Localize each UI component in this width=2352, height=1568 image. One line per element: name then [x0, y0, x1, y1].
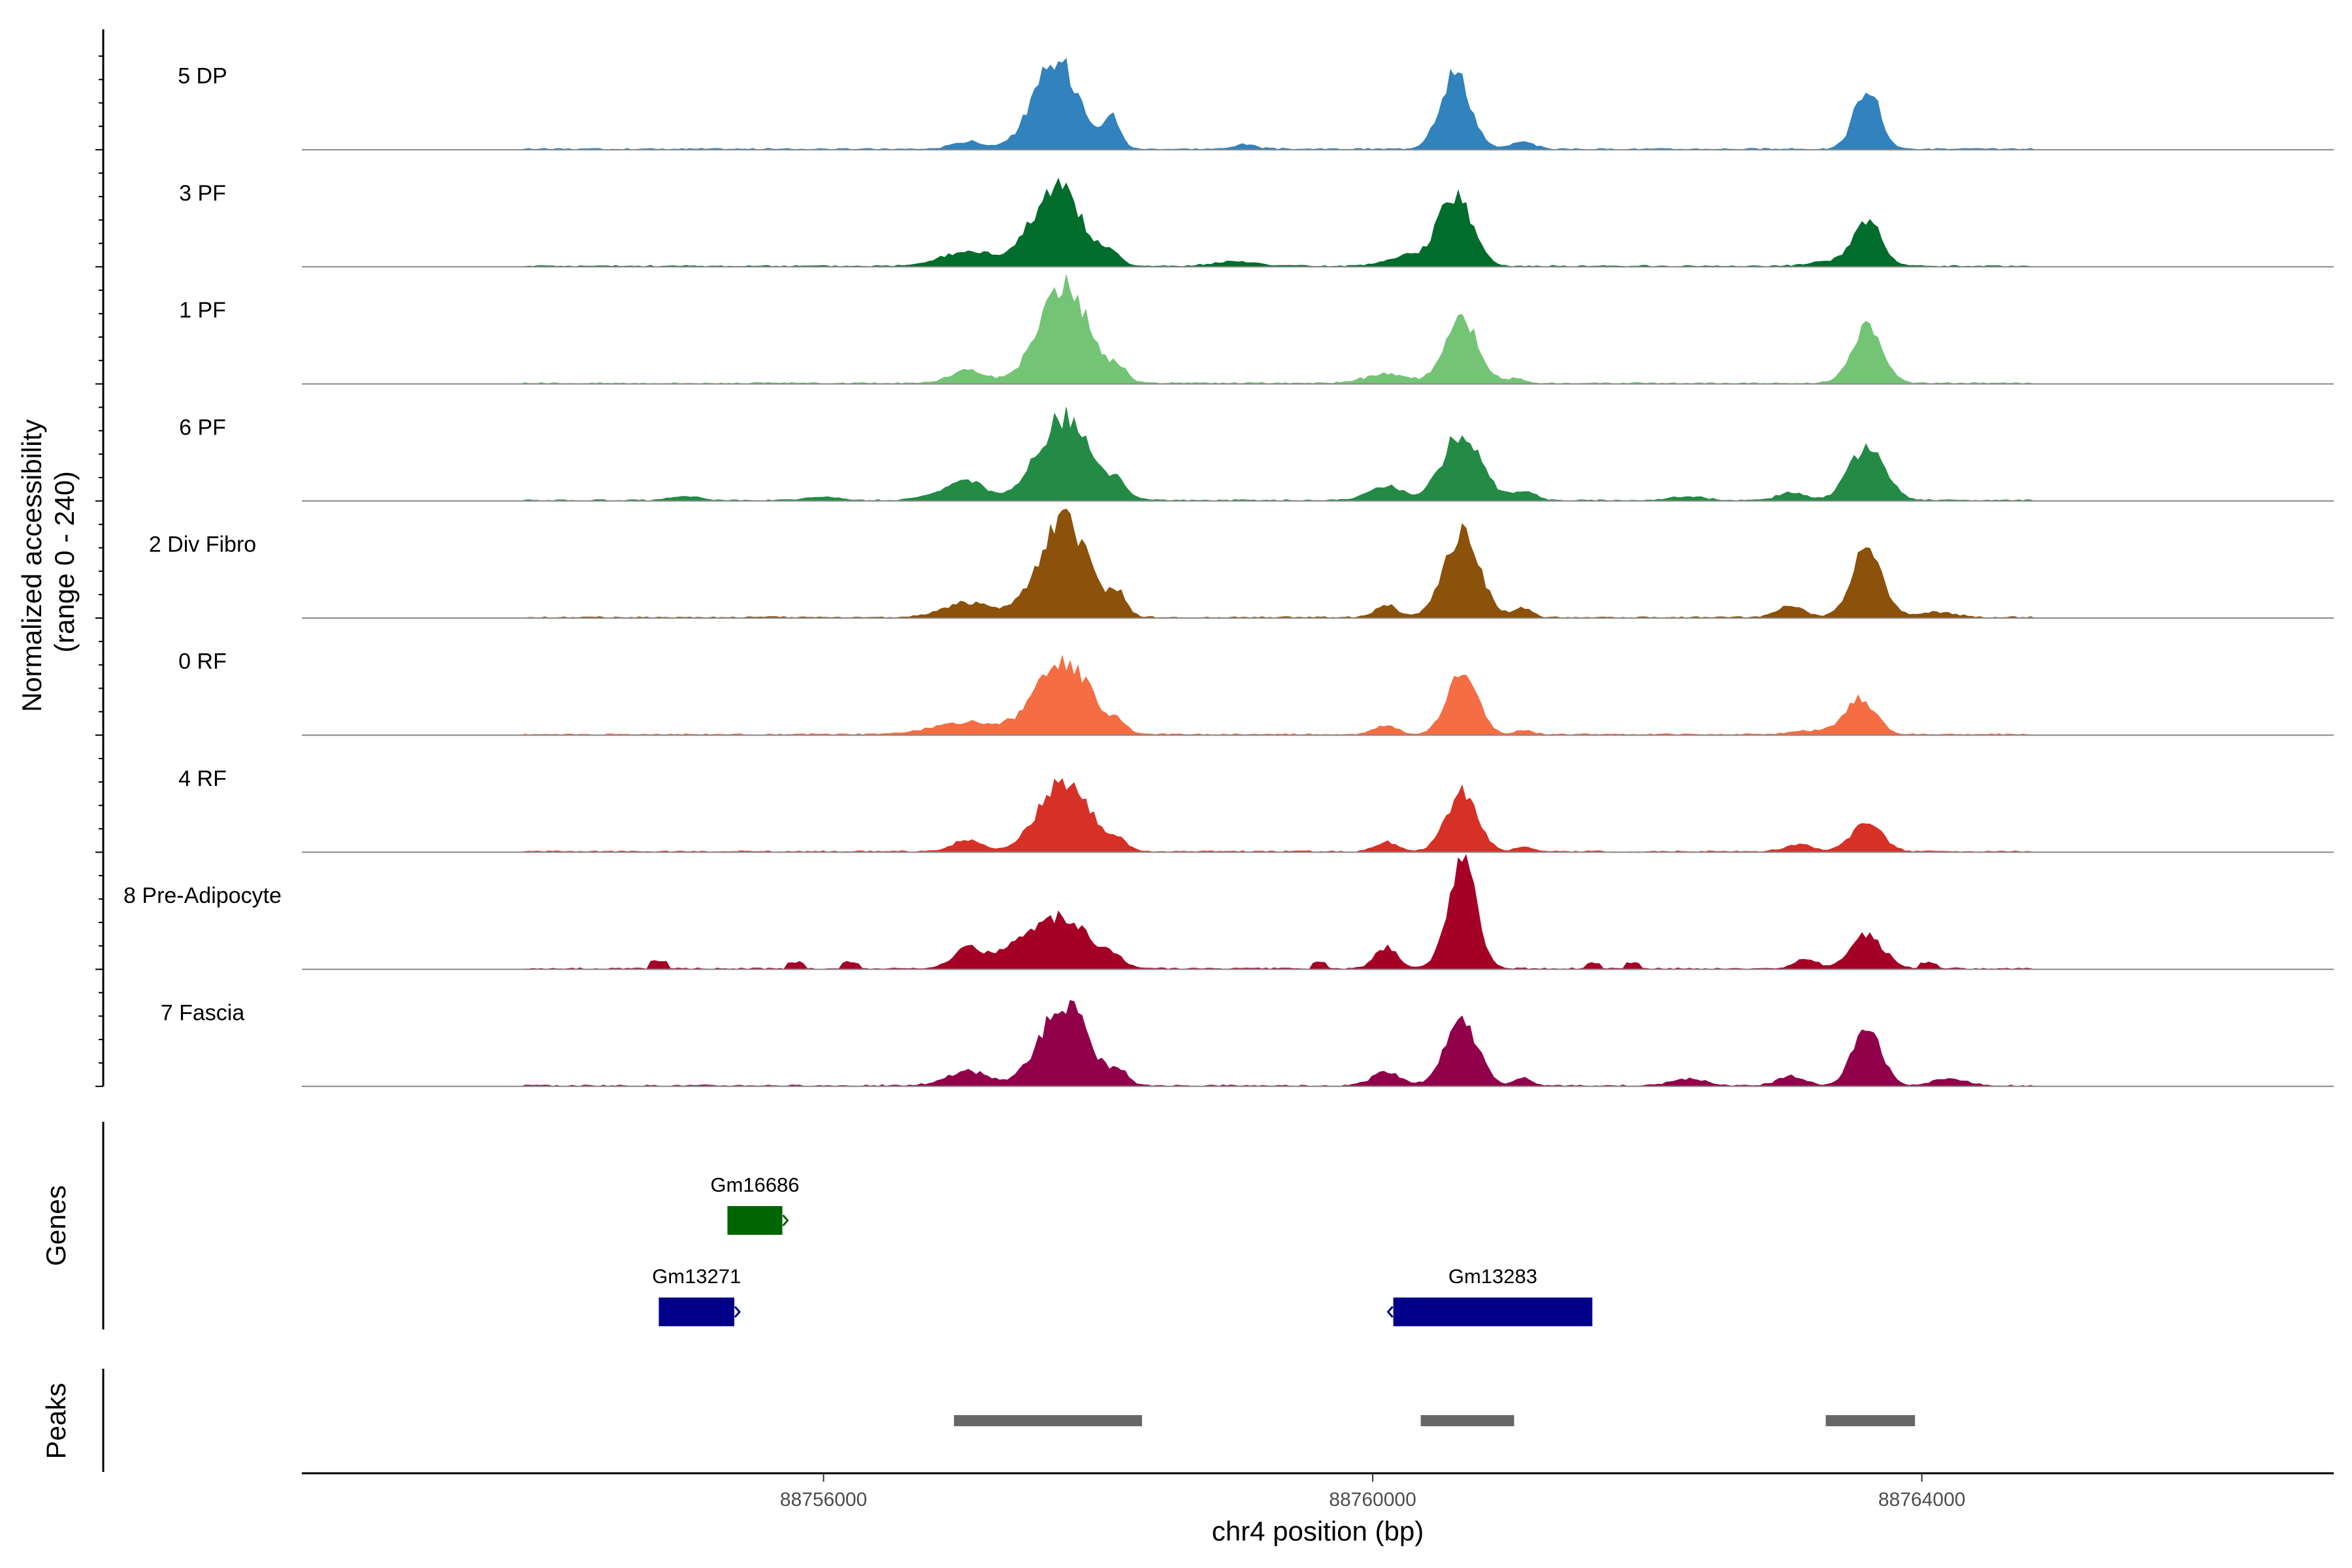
gene-gm13283: Gm13283 [1386, 1265, 1593, 1326]
track-7-fascia: 7 Fascia [161, 1000, 2334, 1087]
gene-body [659, 1298, 734, 1326]
coverage-area [302, 177, 2334, 267]
strand-arrow-icon [782, 1215, 789, 1226]
peak-region [1420, 1415, 1514, 1426]
x-tick-label: 88760000 [1329, 1489, 1416, 1511]
y-axis-title: Normalized accessibility (range 0 - 240) [16, 412, 80, 712]
track-label: 2 Div Fibro [149, 532, 256, 557]
peak-track [954, 1415, 1916, 1426]
x-tick-label: 88756000 [780, 1489, 867, 1511]
strand-arrow-icon [1386, 1306, 1394, 1318]
track-label: 5 DP [178, 64, 227, 89]
track-label: 0 RF [178, 649, 227, 674]
coverage-area [302, 508, 2334, 619]
track-6-pf: 6 PF [179, 407, 2334, 502]
gene-track: Gm16686 Gm13271 Gm13283 [652, 1173, 1593, 1326]
track-8-pre-adipocyte: 8 Pre-Adipocyte [123, 854, 2334, 970]
peak-region [1825, 1415, 1916, 1426]
strand-arrow-icon [734, 1306, 741, 1318]
gene-gm16686: Gm16686 [710, 1173, 800, 1235]
track-2-div-fibro: 2 Div Fibro [149, 508, 2334, 619]
track-1-pf: 1 PF [179, 274, 2334, 385]
coverage-tracks: 5 DP 3 PF 1 PF 6 PF 2 Div Fibro 0 RF 4 RF 8 Pre… [123, 57, 2334, 1087]
track-3-pf: 3 PF [179, 177, 2334, 268]
coverage-area [302, 57, 2334, 150]
track-label: 6 PF [179, 415, 226, 440]
track-label: 3 PF [179, 181, 226, 206]
peak-region [954, 1415, 1143, 1426]
y-axis-title-line1: Normalized accessibility [16, 419, 47, 712]
track-0-rf: 0 RF [178, 649, 2334, 736]
coverage-area [302, 1000, 2334, 1087]
x-axis-ticks: 88756000 88760000 88764000 [780, 1473, 1965, 1511]
x-axis-title: chr4 position (bp) [1212, 1516, 1424, 1546]
gene-label: Gm16686 [710, 1173, 799, 1196]
gene-body [1393, 1298, 1593, 1326]
gene-gm13271: Gm13271 [652, 1265, 741, 1326]
track-5-dp: 5 DP [178, 57, 2334, 151]
genes-title: Genes [41, 1185, 71, 1266]
track-4-rf: 4 RF [178, 766, 2334, 853]
x-tick-label: 88764000 [1878, 1489, 1965, 1511]
peaks-title: Peaks [41, 1383, 71, 1460]
y-axis-title-line2: (range 0 - 240) [49, 471, 80, 653]
gene-label: Gm13271 [652, 1265, 741, 1288]
gene-body [727, 1206, 783, 1235]
coverage-area [302, 654, 2334, 736]
track-label: 4 RF [178, 766, 227, 791]
track-label: 1 PF [179, 298, 226, 323]
track-label: 8 Pre-Adipocyte [123, 883, 282, 908]
coverage-area [302, 407, 2334, 502]
track-label: 7 Fascia [161, 1000, 245, 1025]
coverage-area [302, 778, 2334, 853]
gene-label: Gm13283 [1448, 1265, 1537, 1288]
coverage-area [302, 854, 2334, 970]
coverage-area [302, 274, 2334, 385]
coverage-y-axis [95, 29, 105, 1087]
